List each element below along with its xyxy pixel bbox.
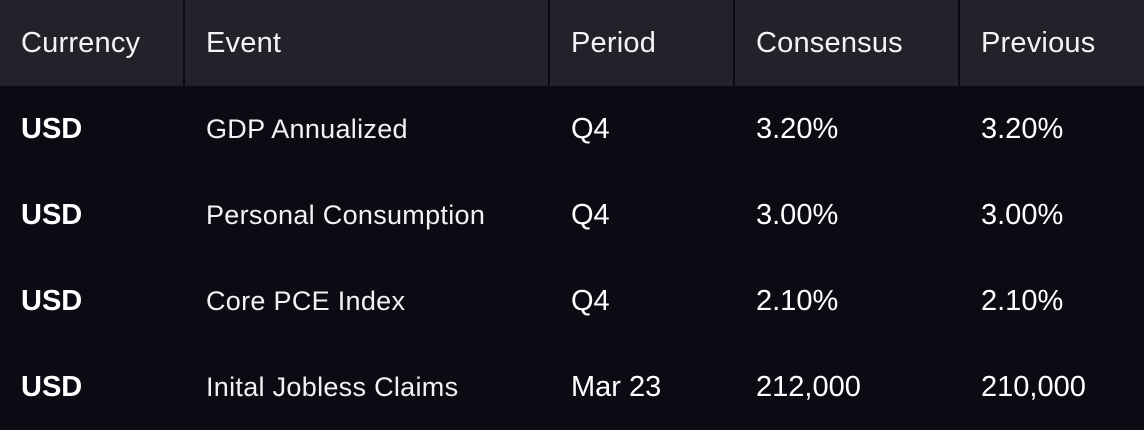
table-row: USD GDP Annualized Q4 3.20% 3.20% bbox=[0, 86, 1144, 172]
event-cell: GDP Annualized bbox=[206, 113, 408, 144]
column-header-event: Event bbox=[185, 0, 550, 86]
consensus-cell: 3.00% bbox=[756, 198, 839, 231]
event-cell: Core PCE Index bbox=[206, 285, 406, 316]
table-row: USD Core PCE Index Q4 2.10% 2.10% bbox=[0, 258, 1144, 344]
previous-cell: 3.20% bbox=[981, 112, 1064, 145]
event-cell: Personal Consumption bbox=[206, 199, 486, 230]
column-header-period: Period bbox=[550, 0, 735, 86]
previous-cell: 3.00% bbox=[981, 198, 1064, 231]
currency-cell: USD bbox=[21, 370, 83, 403]
consensus-cell: 2.10% bbox=[756, 284, 839, 317]
period-cell: Q4 bbox=[571, 284, 610, 317]
currency-cell: USD bbox=[21, 112, 83, 145]
table-body: USD GDP Annualized Q4 3.20% 3.20% USD Pe… bbox=[0, 86, 1144, 430]
previous-cell: 2.10% bbox=[981, 284, 1064, 317]
consensus-cell: 3.20% bbox=[756, 112, 839, 145]
period-cell: Q4 bbox=[571, 112, 610, 145]
currency-cell: USD bbox=[21, 198, 83, 231]
column-header-previous: Previous bbox=[981, 26, 1096, 59]
period-cell: Mar 23 bbox=[571, 370, 662, 403]
table-header: Currency Event Period Consensus Previous bbox=[0, 0, 1144, 86]
consensus-cell: 212,000 bbox=[756, 370, 861, 403]
column-header-currency: Currency bbox=[0, 0, 185, 86]
column-header-consensus: Consensus bbox=[735, 0, 960, 86]
previous-cell: 210,000 bbox=[981, 370, 1086, 403]
table-row: USD Inital Jobless Claims Mar 23 212,000… bbox=[0, 344, 1144, 430]
event-cell: Inital Jobless Claims bbox=[206, 371, 459, 402]
currency-cell: USD bbox=[21, 284, 83, 317]
table-row: USD Personal Consumption Q4 3.00% 3.00% bbox=[0, 172, 1144, 258]
period-cell: Q4 bbox=[571, 198, 610, 231]
